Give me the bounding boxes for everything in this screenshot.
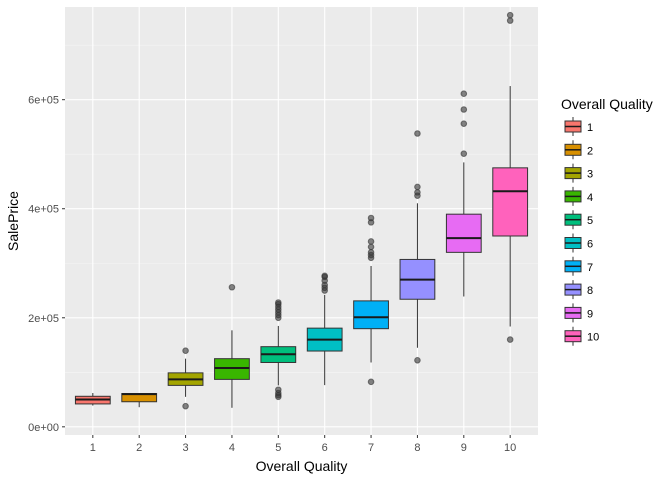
outlier-point [506,17,514,24]
outlier-point [460,90,468,97]
x-tick-label: 4 [229,442,235,454]
box-group-10 [492,11,529,343]
boxes [74,11,529,410]
box-group-1 [74,393,111,406]
legend-item-8: 8 [564,280,593,300]
outlier-point [275,393,282,401]
legend-item-9: 9 [564,303,593,323]
legend-item-6: 6 [564,233,593,253]
grid-minor [65,44,538,373]
legend-label: 7 [587,262,593,274]
legend-label: 5 [587,215,593,227]
box-group-9 [445,90,482,297]
x-axis: 1 2 3 4 5 6 7 8 9 10 [90,435,516,454]
y-tick-label: 6e+05 [28,95,59,107]
box-group-6 [306,272,343,386]
legend-title: Overall Quality [561,96,653,112]
legend-item-4: 4 [564,186,593,206]
outlier-point [506,336,514,343]
y-tick-label: 2e+05 [28,313,59,325]
outlier-point [367,378,375,386]
x-tick-label: 1 [90,442,96,454]
legend-item-10: 10 [564,326,599,346]
outlier-point [414,130,421,137]
legend-label: 3 [587,169,593,181]
legend-label: 6 [587,239,593,251]
x-axis-title: Overall Quality [256,458,348,474]
y-tick-label: 0e+00 [28,422,59,434]
outlier-point [367,249,375,256]
x-tick-label: 3 [183,442,189,454]
y-tick-label: 4e+05 [28,204,59,216]
legend-label: 10 [587,332,599,344]
box-group-5 [260,299,297,401]
outlier-point [460,150,468,157]
x-tick-label: 5 [275,442,281,454]
outlier-point [367,238,375,245]
legend: Overall Quality 1 2 3 4 5 6 7 8 9 10 [561,96,653,346]
x-tick-label: 10 [504,442,516,454]
box-group-8 [399,130,436,364]
legend-label: 8 [587,285,593,297]
x-tick-label: 8 [414,442,420,454]
outlier-point [506,11,514,19]
outlier-point [414,189,421,196]
outlier-point [460,120,468,127]
legend-item-3: 3 [564,163,593,183]
legend-label: 4 [587,192,593,204]
outlier-point [321,272,328,280]
legend-item-2: 2 [564,140,593,160]
legend-label: 9 [587,308,593,320]
box-group-7 [353,214,389,386]
outlier-point [414,183,421,191]
legend-label: 2 [587,145,593,157]
outlier-point [367,214,375,222]
outlier-point [228,283,236,291]
x-tick-label: 6 [322,442,328,454]
outlier-point [367,243,375,251]
outlier-point [460,106,468,113]
box [353,300,389,330]
legend-item-7: 7 [564,256,593,276]
x-tick-label: 9 [461,442,467,454]
box-group-2 [121,393,158,408]
box [492,167,529,237]
outlier-point [182,347,189,355]
legend-item-1: 1 [564,117,593,136]
y-axis: 0e+00 2e+05 4e+05 6e+05 [28,95,65,434]
x-tick-label: 7 [368,442,374,454]
legend-label: 1 [587,122,593,134]
x-tick-label: 2 [136,442,142,454]
legend-item-5: 5 [564,210,593,230]
outlier-point [414,357,421,364]
outlier-point [275,299,282,306]
box [214,358,250,380]
box-group-4 [214,283,250,408]
outlier-point [182,402,189,410]
y-axis-title: SalePrice [5,191,21,251]
box-group-3 [167,347,204,410]
box [445,213,482,253]
